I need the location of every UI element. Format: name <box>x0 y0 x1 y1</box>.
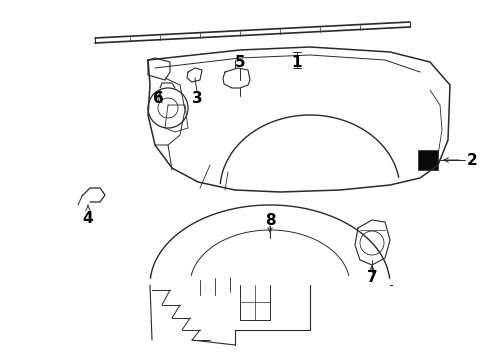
Polygon shape <box>418 150 438 170</box>
Text: 4: 4 <box>83 211 93 225</box>
Text: 7: 7 <box>367 270 377 285</box>
Text: 6: 6 <box>152 90 163 105</box>
Text: 5: 5 <box>235 54 245 69</box>
Text: 1: 1 <box>292 54 302 69</box>
Text: 3: 3 <box>192 90 202 105</box>
Text: 8: 8 <box>265 212 275 228</box>
Text: 2: 2 <box>466 153 477 167</box>
